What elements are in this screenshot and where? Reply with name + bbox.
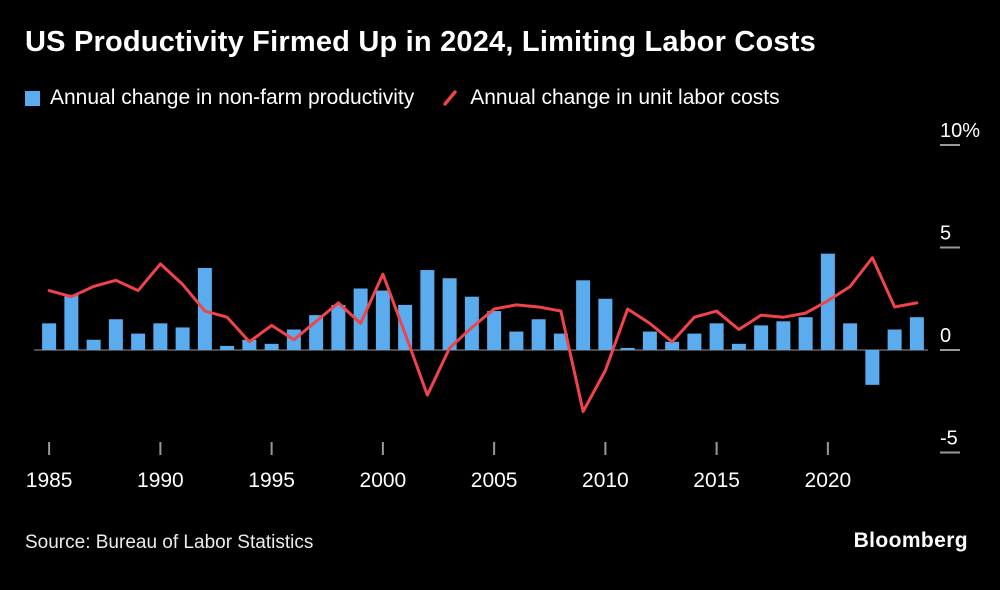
bar-2006 xyxy=(509,331,524,350)
bar-1993 xyxy=(220,345,235,350)
bar-1994 xyxy=(242,339,257,350)
bar-2002 xyxy=(420,270,435,350)
bar-2021 xyxy=(843,323,858,350)
x-tick-label-1990: 1990 xyxy=(137,469,184,492)
bar-2011 xyxy=(620,347,635,350)
bar-2017 xyxy=(754,325,769,350)
legend-label-unit-labor-costs: Annual change in unit labor costs xyxy=(470,86,780,109)
x-tick-label-1995: 1995 xyxy=(248,469,295,492)
source-note: Source: Bureau of Labor Statistics xyxy=(25,532,314,553)
bar-1986 xyxy=(64,294,79,350)
legend-item-productivity: Annual change in non-farm productivity xyxy=(25,86,414,110)
bar-2000 xyxy=(375,290,390,350)
x-tick-label-2005: 2005 xyxy=(471,469,518,492)
bar-series-swatch-icon xyxy=(25,90,40,106)
y-tick-label-5: 5 xyxy=(940,223,951,245)
x-tick-label-2010: 2010 xyxy=(582,469,629,492)
legend-item-unit-labor-costs: Annual change in unit labor costs xyxy=(442,86,780,110)
bar-2007 xyxy=(531,319,546,350)
bar-2004 xyxy=(464,296,479,350)
x-tick-label-2020: 2020 xyxy=(805,469,852,492)
x-tick-label-1985: 1985 xyxy=(26,469,73,492)
bar-1985 xyxy=(42,323,57,350)
bar-1999 xyxy=(353,288,368,350)
bar-1991 xyxy=(175,327,190,350)
y-tick-label-0: 0 xyxy=(940,325,951,347)
legend: Annual change in non-farm productivity A… xyxy=(25,86,780,110)
legend-label-productivity: Annual change in non-farm productivity xyxy=(50,86,415,109)
bar-1995 xyxy=(264,343,279,350)
bar-2013 xyxy=(665,341,680,350)
bar-2023 xyxy=(887,329,902,350)
bar-1990 xyxy=(153,323,168,350)
bar-2010 xyxy=(598,298,613,350)
bar-2015 xyxy=(709,323,724,350)
bar-1998 xyxy=(331,304,346,350)
bar-2005 xyxy=(487,311,502,350)
bloomberg-logo: Bloomberg xyxy=(853,529,968,552)
bar-1988 xyxy=(108,319,123,350)
unit-labor-costs-line xyxy=(47,256,919,413)
line-series-swatch-icon xyxy=(443,90,457,106)
bar-2019 xyxy=(798,317,813,350)
bar-2012 xyxy=(642,331,657,350)
bar-2009 xyxy=(576,280,591,350)
bar-2016 xyxy=(731,343,746,350)
bar-2001 xyxy=(398,304,413,350)
bar-1987 xyxy=(86,339,101,350)
bar-2003 xyxy=(442,278,457,350)
y-tick-label-10: 10% xyxy=(940,120,980,142)
bar-2024 xyxy=(909,317,924,350)
chart-title: US Productivity Firmed Up in 2024, Limit… xyxy=(25,26,816,58)
bar-2014 xyxy=(687,333,702,350)
bar-2018 xyxy=(776,321,791,350)
bar-2008 xyxy=(553,333,568,350)
y-tick-label--5: -5 xyxy=(940,428,958,450)
x-tick-label-2015: 2015 xyxy=(693,469,740,492)
bar-2022 xyxy=(865,350,880,385)
x-tick-label-2000: 2000 xyxy=(360,469,407,492)
bar-1989 xyxy=(131,333,146,350)
